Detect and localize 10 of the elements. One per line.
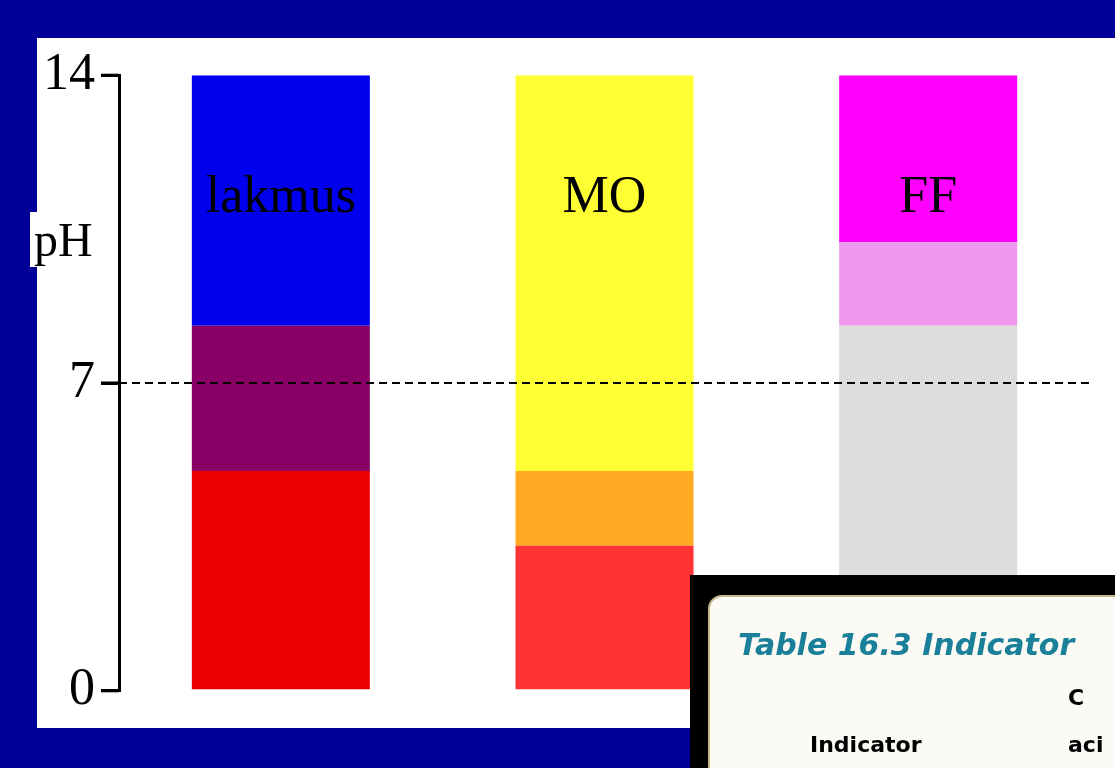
y-tick-label: 14	[43, 42, 95, 100]
x-tick-label: lakmus	[205, 165, 356, 223]
y-axis-title: pH	[30, 212, 97, 267]
x-tick-label: FF	[899, 165, 958, 223]
y-tick-label: 7	[69, 350, 95, 408]
annotation: C	[1068, 685, 1085, 710]
x-tick-label: MO	[562, 165, 647, 223]
table-picture: Table 16.3 Indicator C Indicator aci	[690, 575, 1115, 768]
y-tick-label: 0	[69, 658, 95, 716]
annotation: Table 16.3 Indicator	[738, 627, 1075, 662]
